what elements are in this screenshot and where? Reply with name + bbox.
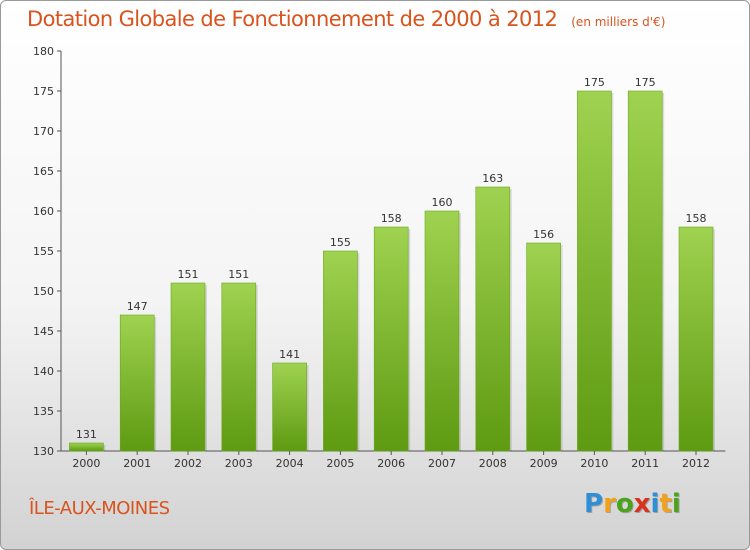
y-tick-label: 135: [33, 405, 54, 418]
x-tick-label: 2006: [377, 457, 405, 470]
logo-letter: o: [615, 489, 634, 519]
bar: [170, 282, 206, 452]
x-tick-label: 2001: [123, 457, 151, 470]
x-tick-label: 2011: [631, 457, 659, 470]
x-tick-label: 2002: [174, 457, 202, 470]
bar-value-label: 155: [330, 236, 351, 249]
bar: [678, 226, 714, 452]
logo-letter: t: [659, 489, 672, 519]
bar-value-label: 175: [635, 76, 656, 89]
y-tick-label: 160: [33, 205, 54, 218]
bar: [577, 90, 612, 452]
y-tick-label: 130: [33, 445, 54, 458]
bar-value-label: 160: [432, 196, 453, 209]
y-tick-label: 180: [33, 45, 54, 58]
y-tick-label: 150: [33, 285, 54, 298]
x-tick-label: 2003: [225, 457, 253, 470]
plot-area: 130 135 140 145 150 155 160 165 170 175 180 131 2000…: [33, 45, 726, 470]
logo-letter: x: [633, 489, 651, 519]
chart-unit: (en milliers d'€): [571, 15, 666, 29]
y-tick-label: 140: [33, 365, 54, 378]
bar: [272, 362, 307, 452]
bar-value-label: 163: [482, 172, 503, 185]
bar-value-label: 175: [584, 76, 605, 89]
bar-value-label: 151: [178, 268, 199, 281]
bar: [69, 442, 104, 452]
y-tick-label: 175: [33, 85, 54, 98]
logo-letter: P: [584, 489, 604, 519]
y-tick-label: 170: [33, 125, 54, 138]
bar: [475, 186, 511, 452]
x-tick-label: 2004: [276, 457, 304, 470]
y-tick-label: 145: [33, 325, 54, 338]
bar: [526, 242, 561, 452]
bar: [424, 210, 460, 452]
bar: [627, 90, 663, 452]
chart-title: Dotation Globale de Fonctionnement de 20…: [27, 7, 665, 31]
x-tick-label: 2010: [580, 457, 608, 470]
bar: [373, 226, 409, 452]
bar: [323, 250, 358, 452]
bar-value-label: 156: [533, 228, 554, 241]
logo-letter: i: [650, 489, 660, 519]
proxiti-logo: Proxiti: [584, 489, 681, 519]
y-tick-label: 165: [33, 165, 54, 178]
bar-value-label: 141: [279, 348, 300, 361]
x-tick-label: 2009: [530, 457, 558, 470]
logo-letter: i: [671, 489, 681, 519]
bar-value-label: 147: [127, 300, 148, 313]
bar-value-label: 158: [381, 212, 402, 225]
x-tick-label: 2012: [682, 457, 710, 470]
x-tick-label: 2005: [326, 457, 354, 470]
commune-name: ÎLE-AUX-MOINES: [29, 498, 170, 519]
x-tick-label: 2007: [428, 457, 456, 470]
bar-value-label: 151: [228, 268, 249, 281]
x-tick-label: 2008: [479, 457, 507, 470]
bar: [119, 314, 155, 452]
bar-value-label: 131: [76, 428, 97, 441]
chart-title-text: Dotation Globale de Fonctionnement de 20…: [27, 7, 558, 31]
bar: [221, 282, 257, 452]
y-tick-label: 155: [33, 245, 54, 258]
bar-value-label: 158: [686, 212, 707, 225]
logo-letter: r: [603, 489, 616, 519]
x-tick-label: 2000: [72, 457, 100, 470]
